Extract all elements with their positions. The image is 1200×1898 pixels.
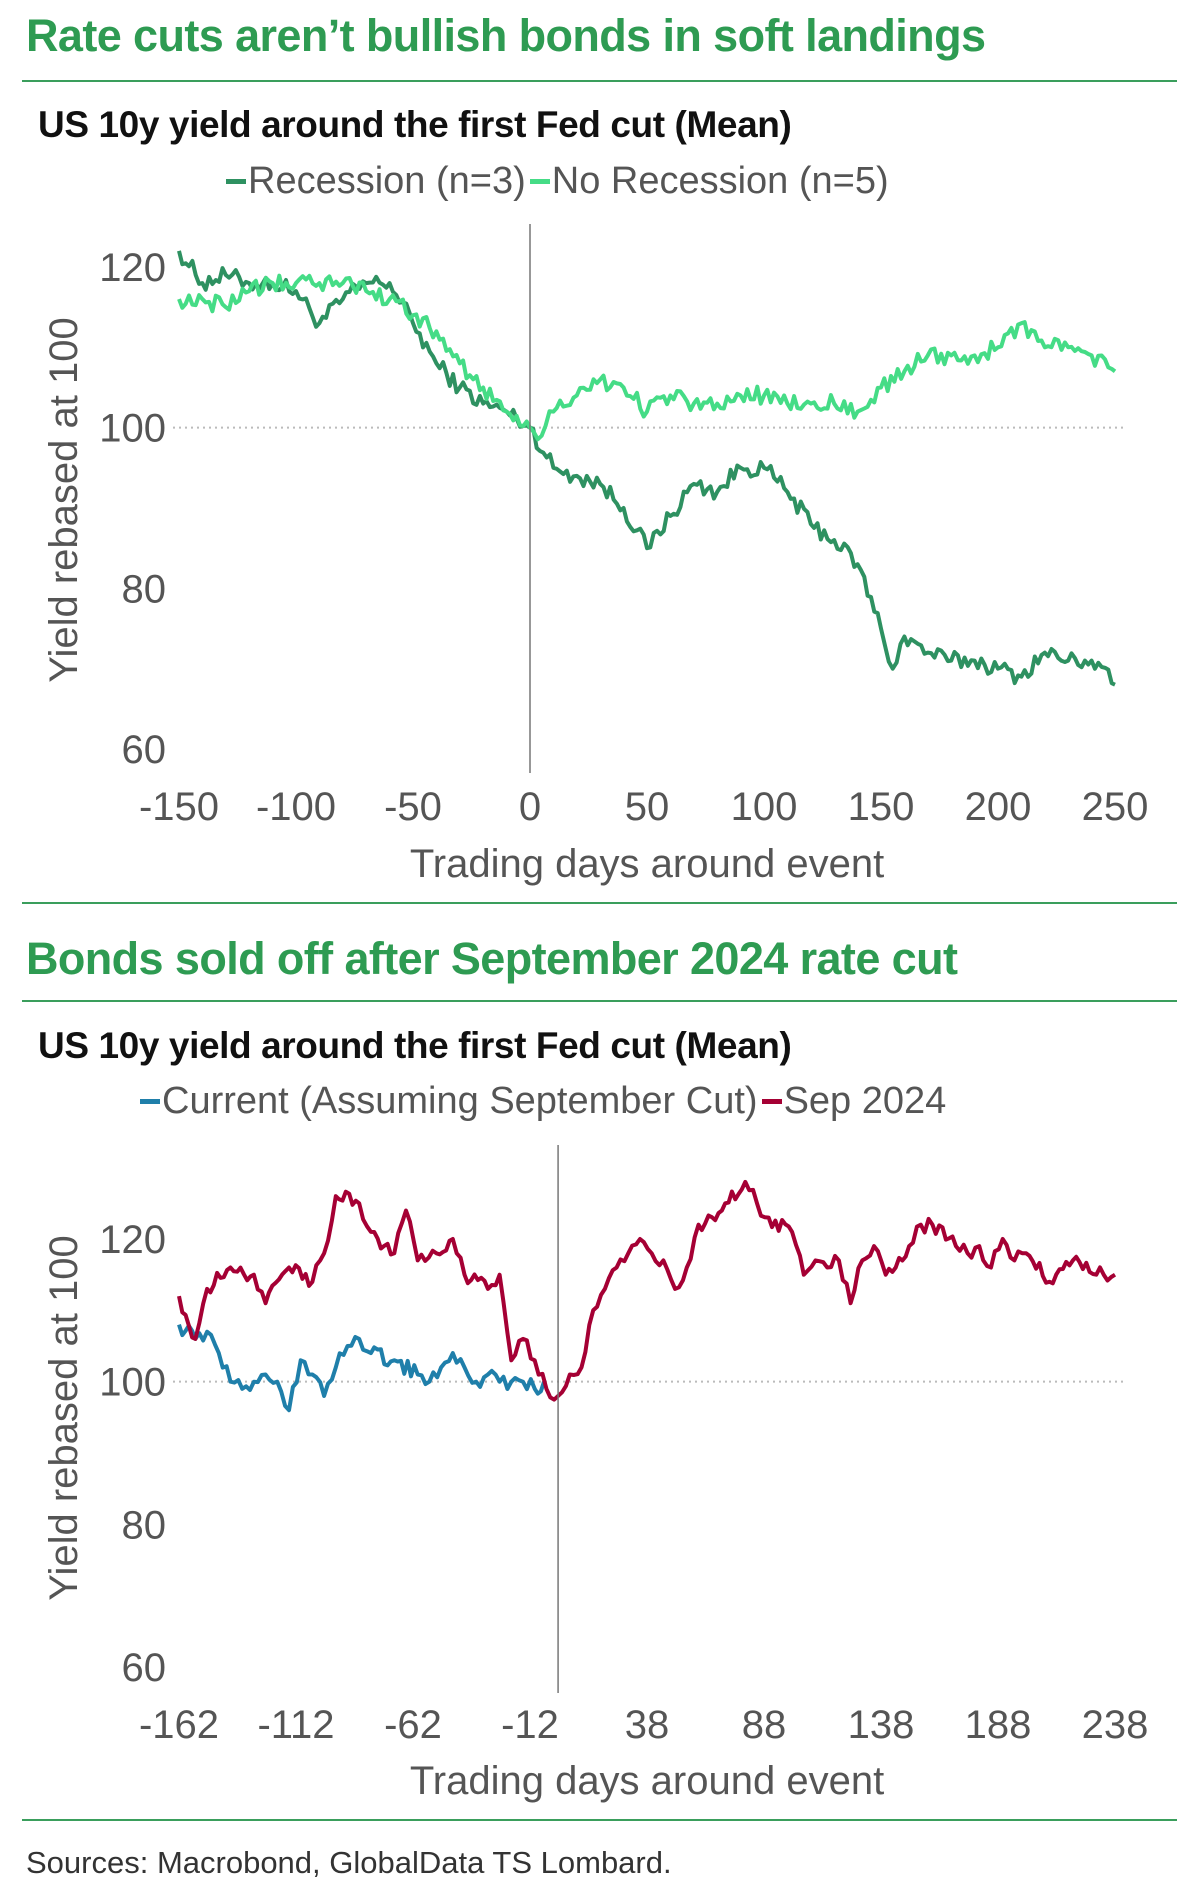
x-axis-title: Trading days around event — [410, 842, 884, 886]
divider — [22, 902, 1177, 904]
sources-note: Sources: Macrobond, GlobalData TS Lombar… — [26, 1845, 672, 1880]
x-tick-label: 150 — [848, 785, 915, 829]
x-tick-label: 138 — [848, 1703, 915, 1747]
y-tick-label: 60 — [122, 728, 167, 772]
x-axis-title: Trading days around event — [410, 1759, 884, 1803]
x-tick-label: 0 — [519, 785, 541, 829]
legend-label-no-recession: No Recession (n=5) — [551, 160, 889, 202]
x-tick-label: 100 — [731, 785, 798, 829]
x-tick-label: -12 — [501, 1703, 559, 1747]
x-tick-label: -162 — [139, 1703, 219, 1747]
chart2-legend: Current (Assuming September Cut) Sep 202… — [136, 1080, 946, 1123]
x-tick-label: -150 — [139, 785, 219, 829]
legend-swatch-recession — [226, 179, 246, 184]
x-tick-label: 250 — [1082, 785, 1149, 829]
y-axis-title: Yield rebased at 100 — [42, 1235, 86, 1600]
x-tick-label: 38 — [625, 1703, 670, 1747]
section1-title: Rate cuts aren’t bullish bonds in soft l… — [26, 10, 986, 61]
chart1-legend: Recession (n=3) No Recession (n=5) — [222, 160, 889, 203]
divider — [22, 80, 1177, 82]
y-tick-label: 120 — [99, 1218, 166, 1262]
series-line-sep-2024 — [177, 1179, 1117, 1402]
y-tick-label: 60 — [122, 1646, 167, 1690]
y-axis-title: Yield rebased at 100 — [42, 317, 86, 682]
x-tick-label: 188 — [965, 1703, 1032, 1747]
x-tick-label: -62 — [384, 1703, 442, 1747]
legend-label-recession: Recession (n=3) — [248, 160, 526, 202]
legend-swatch-sep2024 — [761, 1099, 782, 1104]
x-tick-label: 50 — [625, 785, 670, 829]
x-tick-label: 200 — [965, 785, 1032, 829]
y-tick-label: 80 — [122, 567, 167, 611]
divider — [22, 1819, 1177, 1821]
x-tick-label: 238 — [1082, 1703, 1149, 1747]
y-tick-label: 80 — [122, 1503, 167, 1547]
series-line-recession-n-3- — [177, 250, 1116, 687]
legend-swatch-no-recession — [529, 179, 550, 184]
chart1-title: US 10y yield around the first Fed cut (M… — [38, 104, 792, 145]
x-tick-label: 88 — [742, 1703, 787, 1747]
section2-title: Bonds sold off after September 2024 rate… — [26, 933, 958, 984]
divider — [22, 1000, 1177, 1002]
series-line-current-assuming-september-cut- — [177, 1323, 546, 1413]
x-tick-label: -50 — [384, 785, 442, 829]
series-line-no-recession-n-5- — [177, 273, 1117, 442]
chart2-title: US 10y yield around the first Fed cut (M… — [38, 1025, 792, 1066]
x-tick-label: -100 — [256, 785, 336, 829]
x-tick-label: -112 — [257, 1703, 334, 1747]
legend-label-sep2024: Sep 2024 — [783, 1080, 947, 1122]
y-tick-label: 100 — [99, 407, 166, 451]
y-tick-label: 120 — [99, 246, 166, 290]
legend-label-current: Current (Assuming September Cut) — [162, 1080, 758, 1122]
legend-swatch-current — [140, 1099, 160, 1104]
y-tick-label: 100 — [99, 1361, 166, 1405]
